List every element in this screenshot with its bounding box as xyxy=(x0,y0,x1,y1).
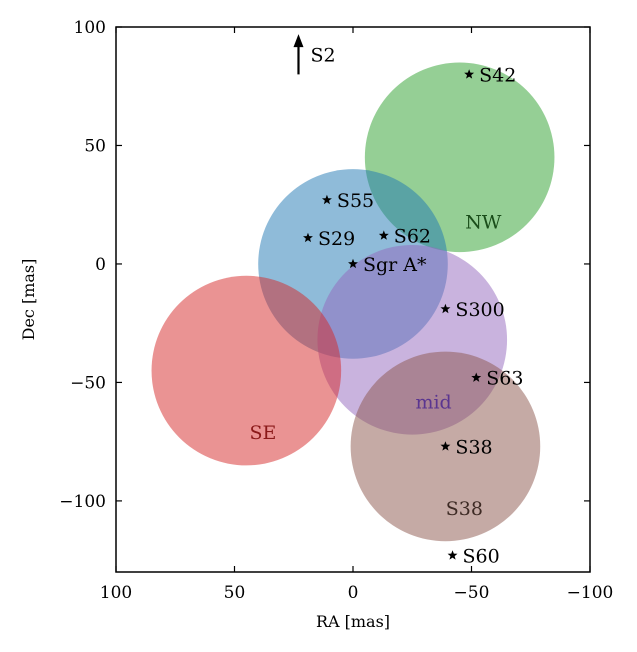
s2-label: S2 xyxy=(310,44,335,66)
y-tick-label: 50 xyxy=(84,136,106,156)
field-label-s38: S38 xyxy=(446,498,483,520)
star-label-s60: S60 xyxy=(463,545,500,567)
y-tick-label: −100 xyxy=(59,492,106,512)
star-marker-s300 xyxy=(440,303,451,314)
star-label-s300: S300 xyxy=(455,299,504,321)
x-tick-label: −50 xyxy=(454,583,490,603)
star-label-s63: S63 xyxy=(486,368,523,390)
star-marker-s62 xyxy=(378,230,389,240)
x-tick-label: 100 xyxy=(100,583,132,603)
x-tick-label: 50 xyxy=(224,583,246,603)
star-label-s55: S55 xyxy=(337,190,374,212)
field-circle-se xyxy=(151,275,342,466)
x-axis-label: RA [mas] xyxy=(316,612,390,631)
ticks: 100 50 0 −50 −100 100 50 0 −50 −100 xyxy=(59,18,613,603)
field-circles: NW mid SE S38 xyxy=(151,62,555,542)
star-marker-s60 xyxy=(447,550,458,560)
star-label-s38: S38 xyxy=(455,436,492,458)
x-tick-label: −100 xyxy=(567,583,614,603)
star-marker-s38 xyxy=(440,441,451,451)
s2-arrow-head xyxy=(293,34,304,48)
star-label-s62: S62 xyxy=(394,226,431,248)
star-label-s42: S42 xyxy=(479,64,516,86)
field-label-se: SE xyxy=(249,422,276,444)
s2-arrow-group: S2 xyxy=(293,34,336,75)
y-axis-label: Dec [mas] xyxy=(19,259,38,341)
star-label-sgr-a: Sgr A* xyxy=(363,254,427,276)
field-label-nw: NW xyxy=(465,211,502,233)
star-marker-s29 xyxy=(303,232,313,243)
y-tick-label: 0 xyxy=(95,255,106,275)
star-marker-s55 xyxy=(321,194,332,205)
star-marker-s42 xyxy=(464,69,475,79)
star-marker-s63 xyxy=(471,372,482,382)
y-tick-label: −50 xyxy=(70,373,106,393)
y-tick-label: 100 xyxy=(74,18,106,38)
stars: S42 S55 S62 S29 Sgr A* S300 S63 S38 S60 xyxy=(303,64,523,567)
field-label-mid: mid xyxy=(415,391,451,413)
star-marker-sgr-a xyxy=(348,258,358,269)
star-label-s29: S29 xyxy=(318,228,355,250)
x-tick-label: 0 xyxy=(348,583,359,603)
